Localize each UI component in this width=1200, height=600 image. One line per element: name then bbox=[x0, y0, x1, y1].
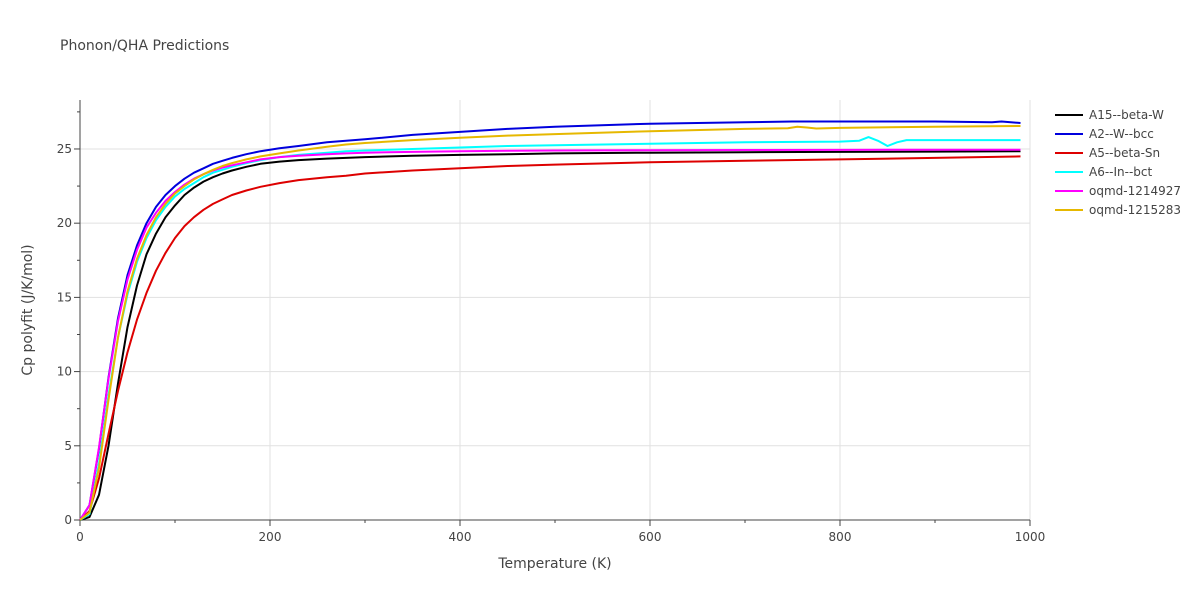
y-tick-label: 25 bbox=[57, 142, 72, 156]
legend-item[interactable]: A2--W--bcc bbox=[1055, 127, 1154, 141]
legend-label: oqmd-1215283 bbox=[1089, 203, 1181, 217]
legend-item[interactable]: oqmd-1215283 bbox=[1055, 203, 1181, 217]
legend[interactable]: A15--beta-W A2--W--bcc A5--beta-Sn A6--In--… bbox=[1055, 108, 1181, 217]
series-line-oqmd-1214927[interactable] bbox=[79, 148, 1021, 521]
x-axis-title: Temperature (K) bbox=[497, 556, 611, 572]
chart-title: Phonon/QHA Predictions bbox=[60, 38, 229, 54]
legend-label: A6--In--bct bbox=[1089, 165, 1153, 179]
legend-label: A2--W--bcc bbox=[1089, 127, 1154, 141]
y-tick-label: 10 bbox=[57, 365, 72, 379]
series-line-A15--beta-W[interactable] bbox=[79, 150, 1021, 521]
x-tick-label: 0 bbox=[76, 530, 84, 544]
legend-item[interactable]: A5--beta-Sn bbox=[1055, 146, 1160, 160]
legend-label: oqmd-1214927 bbox=[1089, 184, 1181, 198]
x-tick-label: 600 bbox=[639, 530, 662, 544]
plot-area[interactable] bbox=[79, 120, 1021, 521]
series-line-A2--W--bcc[interactable] bbox=[79, 120, 1021, 521]
y-tick-label: 5 bbox=[64, 439, 72, 453]
x-tick-label: 800 bbox=[829, 530, 852, 544]
y-tick-label: 15 bbox=[57, 290, 72, 304]
y-axis-title: Cp polyfit (J/K/mol) bbox=[20, 244, 36, 375]
legend-label: A15--beta-W bbox=[1089, 108, 1164, 122]
x-tick-label: 400 bbox=[449, 530, 472, 544]
legend-item[interactable]: A6--In--bct bbox=[1055, 165, 1153, 179]
axes: 0 200 400 600 800 1000 0 5 10 15 20 25 bbox=[57, 100, 1046, 544]
legend-label: A5--beta-Sn bbox=[1089, 146, 1160, 160]
x-tick-label: 1000 bbox=[1015, 530, 1046, 544]
x-tick-label: 200 bbox=[259, 530, 282, 544]
legend-item[interactable]: A15--beta-W bbox=[1055, 108, 1164, 122]
y-tick-label: 0 bbox=[64, 513, 72, 527]
y-tick-label: 20 bbox=[57, 216, 72, 230]
legend-item[interactable]: oqmd-1214927 bbox=[1055, 184, 1181, 198]
series-line-oqmd-1215283[interactable] bbox=[79, 125, 1021, 521]
series-line-A5--beta-Sn[interactable] bbox=[79, 155, 1021, 521]
